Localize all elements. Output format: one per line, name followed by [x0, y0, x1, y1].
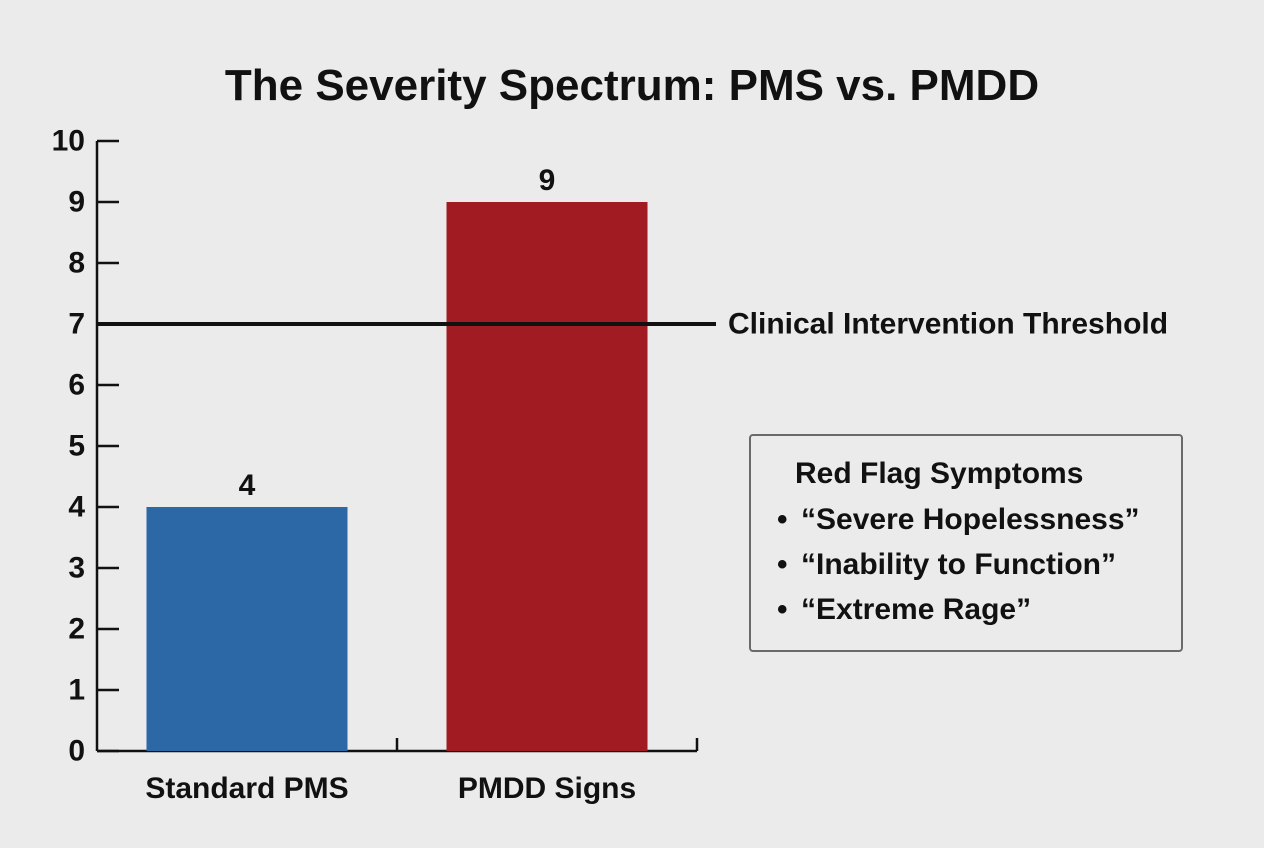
- red-flag-symptom-item: • “Extreme Rage”: [777, 587, 1181, 632]
- y-tick-label: 3: [68, 552, 85, 585]
- bar: [446, 202, 648, 751]
- y-tick-label: 10: [52, 125, 85, 158]
- y-tick-label: 9: [68, 186, 85, 219]
- bar: [146, 507, 348, 751]
- bar-value-label: 9: [539, 164, 556, 197]
- red-flag-symptom-text: “Inability to Function”: [801, 548, 1116, 581]
- red-flag-symptom-text: “Extreme Rage”: [801, 593, 1032, 626]
- y-tick-label: 1: [68, 674, 85, 707]
- red-flag-symptom-item: • “Severe Hopelessness”: [777, 497, 1181, 542]
- red-flag-symptoms-list: • “Severe Hopelessness” • “Inability to Fun…: [777, 497, 1181, 632]
- x-category-label: Standard PMS: [145, 772, 348, 805]
- threshold-label: Clinical Intervention Threshold: [728, 308, 1168, 341]
- y-tick-label: 4: [68, 491, 85, 524]
- red-flag-symptom-item: • “Inability to Function”: [777, 542, 1181, 587]
- red-flag-symptoms-box: Red Flag Symptoms • “Severe Hopelessness”…: [749, 434, 1183, 652]
- y-tick-label: 8: [68, 247, 85, 280]
- red-flag-symptom-text: “Severe Hopelessness”: [801, 503, 1140, 536]
- red-flag-symptoms-title: Red Flag Symptoms: [795, 457, 1084, 490]
- bar-value-label: 4: [239, 469, 256, 502]
- y-tick-label: 7: [68, 308, 85, 341]
- bullet-icon: •: [777, 593, 788, 626]
- bullet-icon: •: [777, 503, 788, 536]
- y-tick-label: 5: [68, 430, 85, 463]
- y-tick-label: 6: [68, 369, 85, 402]
- x-category-label: PMDD Signs: [458, 772, 636, 805]
- bullet-icon: •: [777, 548, 788, 581]
- chart-title: The Severity Spectrum: PMS vs. PMDD: [224, 61, 1040, 110]
- y-tick-label: 2: [68, 613, 85, 646]
- y-tick-label: 0: [68, 735, 85, 768]
